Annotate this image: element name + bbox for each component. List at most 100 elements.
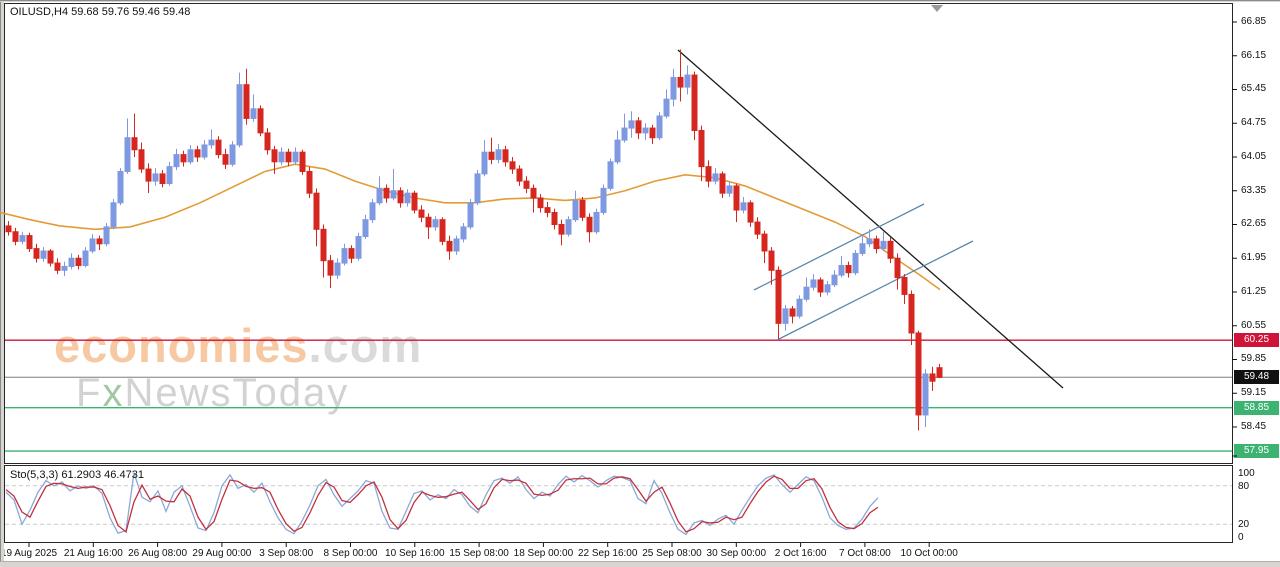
indicator-axis-label: 100: [1238, 468, 1255, 479]
candle-body: [719, 173, 726, 194]
price-badge-support: 57.95: [1234, 444, 1279, 459]
candle-body: [579, 199, 586, 218]
price-axis-label: 61.25: [1241, 285, 1267, 297]
candle-body: [299, 151, 306, 172]
indicator-axis-label: 20: [1238, 519, 1250, 531]
candle-body: [124, 137, 131, 172]
candle-body: [201, 144, 208, 158]
candle-body: [467, 202, 474, 228]
candle-body: [425, 216, 432, 228]
candle-body: [341, 248, 348, 264]
candle-body: [362, 219, 369, 238]
candle-body: [285, 151, 292, 163]
candle-body: [152, 173, 159, 182]
candle-body: [915, 332, 922, 416]
candle-body: [558, 223, 565, 235]
candle-body: [908, 293, 915, 334]
candle-body: [89, 238, 96, 252]
candle-body: [502, 149, 509, 163]
candle-body: [159, 173, 166, 185]
candle-body: [705, 166, 712, 182]
candle-body: [712, 173, 719, 182]
candle-body: [222, 154, 229, 165]
candle-body: [306, 170, 313, 194]
candle-body: [54, 262, 61, 271]
candle-body: [460, 226, 467, 240]
watermark-domain: .com: [308, 319, 423, 372]
candle-body: [593, 211, 600, 233]
watermark-rest: NewsToday: [124, 371, 350, 415]
candle-body: [894, 257, 901, 279]
time-axis-label: 18 Sep 00:00: [513, 548, 574, 559]
time-axis-label: 10 Sep 16:00: [385, 548, 445, 559]
candle-body: [117, 170, 124, 204]
candle-body: [418, 209, 425, 218]
candle-body: [453, 238, 460, 252]
candle-body: [607, 161, 614, 189]
candle-body: [19, 235, 26, 242]
candle-body: [75, 257, 82, 266]
price-pane-frame: [4, 3, 1233, 464]
price-badge-resistance: 60.25: [1234, 333, 1279, 348]
price-axis-label: 60.55: [1241, 319, 1267, 331]
time-axis-label: 19 Aug 2025: [0, 548, 58, 559]
time-axis-label: 7 Oct 08:00: [839, 548, 891, 559]
candle-body: [187, 149, 194, 163]
candle-body: [320, 228, 327, 262]
candle-body: [663, 98, 670, 117]
indicator-axis-label: 0: [1238, 532, 1244, 543]
candle-body: [26, 235, 33, 250]
candle-body: [138, 149, 145, 170]
candle-body: [264, 132, 271, 151]
watermark-line2: FxNewsToday: [54, 373, 422, 413]
candle-body: [495, 149, 502, 160]
candle-body: [33, 248, 40, 259]
chart-title: OILUSD,H4 59.68 59.76 59.46 59.48: [10, 6, 191, 18]
candle-body: [922, 373, 929, 416]
candle-body: [96, 238, 103, 245]
candle-body: [82, 250, 89, 266]
candle-body: [649, 127, 656, 139]
candle-body: [614, 139, 621, 163]
candle-body: [810, 279, 817, 288]
indicator-axis-label: 80: [1238, 480, 1250, 492]
candle-body: [236, 84, 243, 146]
candle-body: [887, 240, 894, 259]
candle-body: [194, 149, 201, 158]
price-axis-label: 65.45: [1241, 83, 1267, 95]
candle-body: [852, 252, 859, 274]
price-badge-current-price: 59.48: [1234, 370, 1279, 385]
chart-shift-marker-icon: [931, 5, 943, 12]
indicator-label: Sto(5,3,3) 61.2903 46.4731: [10, 469, 144, 481]
moving-average-line: [0, 163, 941, 291]
candle-body: [411, 192, 418, 211]
candle-body: [929, 373, 936, 382]
window-edge-bottom: [0, 561, 1280, 567]
candle-body: [432, 219, 439, 228]
time-axis-label: 3 Sep 08:00: [259, 548, 314, 559]
time-axis-label: 15 Sep 08:00: [449, 548, 509, 559]
candle-body: [404, 192, 411, 204]
stoch-line-%K: [5, 472, 879, 536]
candle-body: [383, 187, 390, 199]
candle-body: [544, 207, 551, 213]
candle-body: [12, 231, 19, 242]
candle-body: [698, 129, 705, 168]
price-axis-label: 63.35: [1241, 184, 1267, 196]
time-axis-label: 29 Aug 00:00: [192, 548, 252, 559]
candle-body: [68, 257, 75, 267]
candle-body: [131, 137, 138, 151]
candle-body: [796, 298, 803, 317]
candle-body: [488, 151, 495, 160]
candle-body: [691, 74, 698, 131]
price-axis-label: 61.95: [1241, 252, 1267, 264]
candle-body: [47, 250, 54, 264]
candle-body: [355, 236, 362, 259]
price-axis-label: 66.15: [1241, 49, 1267, 61]
candle-body: [229, 144, 236, 165]
candle-body: [740, 202, 747, 211]
candle-body: [250, 108, 257, 119]
watermark-x: x: [102, 371, 125, 415]
